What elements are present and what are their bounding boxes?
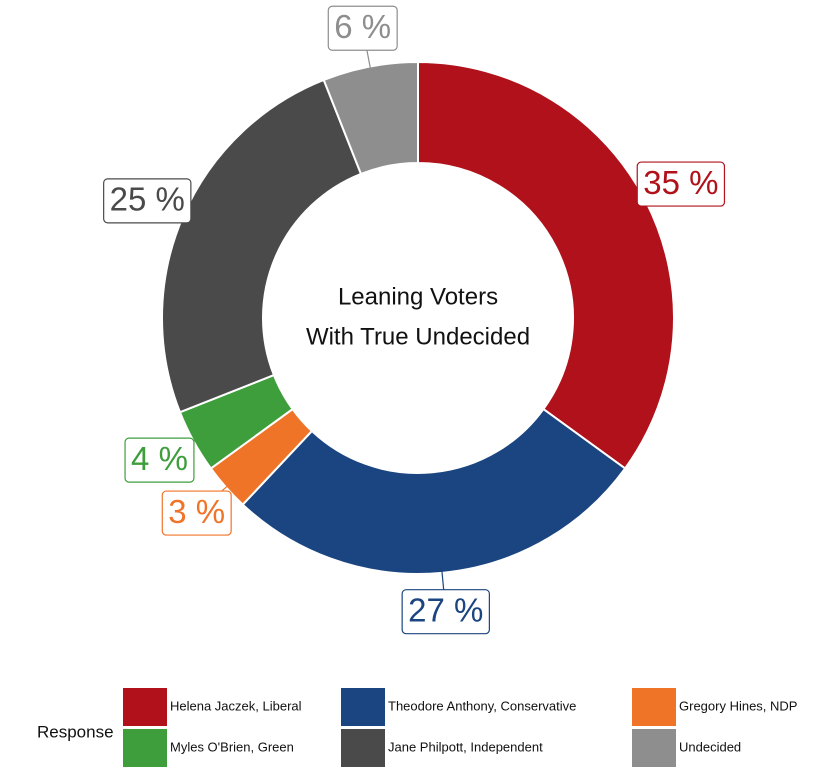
value-label-group: 25 % — [103, 178, 192, 224]
center-label: Leaning Voters — [338, 283, 498, 310]
value-label-group: 6 % — [327, 5, 398, 51]
value-label: 25 % — [110, 181, 185, 218]
legend-label: Theodore Anthony, Conservative — [388, 698, 576, 713]
legend-label: Helena Jaczek, Liberal — [170, 698, 302, 713]
value-label: 27 % — [408, 591, 483, 628]
value-label-box — [124, 437, 195, 483]
value-label-box — [636, 161, 726, 207]
legend-title: Response — [37, 722, 114, 741]
legend-swatch — [632, 729, 676, 767]
legend-swatch — [632, 688, 676, 726]
legend-swatch — [123, 688, 167, 726]
value-label: 4 % — [131, 440, 188, 477]
donut-slice — [161, 78, 363, 414]
center-label: With True Undecided — [306, 323, 530, 350]
legend-swatch — [123, 729, 167, 767]
value-label: 6 % — [334, 8, 391, 45]
legend-swatch — [341, 688, 385, 726]
legend-label: Undecided — [679, 739, 741, 754]
value-label-box — [103, 178, 192, 224]
legend-label: Gregory Hines, NDP — [679, 698, 797, 713]
value-label-group: 3 % — [161, 490, 232, 536]
value-label-box — [327, 5, 398, 51]
donut-slice — [241, 407, 627, 575]
value-label-box — [401, 589, 490, 635]
value-label: 3 % — [168, 493, 225, 530]
legend-label: Jane Philpott, Independent — [388, 739, 543, 754]
legend-swatch — [341, 729, 385, 767]
value-label-box — [161, 490, 232, 536]
donut-slice — [417, 60, 675, 470]
donut-slice — [322, 60, 419, 176]
value-label-group: 35 % — [636, 161, 726, 207]
value-label: 35 % — [643, 164, 718, 201]
value-label-group: 4 % — [124, 437, 195, 483]
value-label-group: 27 % — [401, 589, 490, 635]
legend-label: Myles O'Brien, Green — [170, 739, 294, 754]
